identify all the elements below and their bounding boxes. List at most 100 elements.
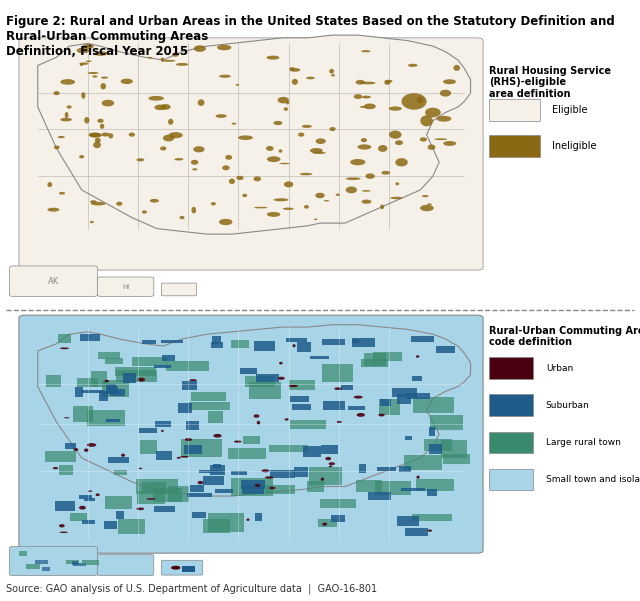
Bar (105, 358, 123, 364)
Ellipse shape (174, 158, 184, 160)
FancyBboxPatch shape (97, 277, 154, 296)
Ellipse shape (60, 79, 75, 85)
Bar (286, 338, 307, 341)
Ellipse shape (283, 207, 294, 210)
Ellipse shape (60, 347, 69, 349)
Bar (35, 560, 47, 564)
Ellipse shape (161, 58, 164, 62)
Bar (137, 492, 165, 504)
Bar (392, 388, 417, 397)
Ellipse shape (360, 82, 376, 84)
Ellipse shape (325, 457, 331, 460)
Ellipse shape (416, 355, 419, 358)
Bar (161, 340, 183, 343)
Ellipse shape (136, 507, 144, 510)
Bar (81, 389, 105, 392)
Bar (290, 420, 326, 429)
Bar (436, 346, 455, 353)
Bar (405, 528, 428, 536)
Ellipse shape (286, 100, 289, 105)
Bar (321, 445, 337, 454)
Ellipse shape (396, 158, 408, 166)
Ellipse shape (389, 130, 401, 139)
Bar (429, 427, 435, 436)
Ellipse shape (211, 202, 216, 206)
Bar (265, 486, 294, 494)
Ellipse shape (300, 173, 312, 175)
Bar (303, 447, 321, 457)
Ellipse shape (254, 207, 268, 209)
Ellipse shape (444, 141, 456, 146)
FancyBboxPatch shape (19, 315, 483, 553)
Ellipse shape (139, 468, 142, 469)
Ellipse shape (168, 119, 173, 125)
Bar (208, 410, 223, 423)
Bar (231, 478, 273, 496)
Bar (399, 466, 412, 472)
Bar (490, 358, 533, 379)
Bar (114, 469, 127, 475)
Bar (378, 467, 396, 471)
Bar (192, 511, 206, 517)
Ellipse shape (100, 83, 106, 90)
Bar (249, 382, 281, 399)
Ellipse shape (306, 77, 315, 79)
Ellipse shape (358, 144, 371, 150)
Text: Source: GAO analysis of U.S. Department of Agriculture data  |  GAO-16-801: Source: GAO analysis of U.S. Department … (6, 584, 378, 594)
Bar (356, 480, 382, 492)
Bar (348, 406, 365, 409)
Bar (341, 385, 353, 390)
Bar (73, 563, 86, 566)
Ellipse shape (194, 45, 206, 52)
Bar (156, 451, 172, 460)
Ellipse shape (91, 202, 106, 206)
Bar (307, 481, 324, 492)
Ellipse shape (97, 119, 104, 123)
Bar (211, 341, 223, 348)
Ellipse shape (100, 124, 104, 129)
Bar (373, 352, 402, 361)
Bar (80, 334, 100, 341)
Ellipse shape (425, 108, 441, 117)
Ellipse shape (213, 434, 221, 438)
Bar (424, 439, 452, 451)
Bar (153, 487, 182, 502)
Bar (105, 496, 132, 508)
Text: Ineligible: Ineligible (552, 141, 596, 151)
Ellipse shape (322, 523, 327, 526)
Bar (189, 401, 230, 410)
Ellipse shape (88, 490, 93, 492)
Ellipse shape (54, 145, 60, 149)
Bar (109, 389, 125, 396)
Bar (92, 371, 107, 386)
Ellipse shape (292, 79, 298, 85)
Ellipse shape (92, 75, 97, 78)
Ellipse shape (316, 193, 324, 198)
Bar (55, 501, 75, 511)
Ellipse shape (420, 137, 427, 142)
Polygon shape (38, 325, 470, 496)
Bar (83, 520, 95, 524)
Ellipse shape (60, 118, 72, 121)
Ellipse shape (94, 51, 108, 56)
Bar (102, 380, 129, 397)
Ellipse shape (435, 138, 447, 140)
Bar (77, 378, 99, 387)
Bar (187, 492, 212, 497)
Ellipse shape (150, 199, 159, 203)
Ellipse shape (417, 97, 424, 103)
Ellipse shape (236, 175, 244, 180)
Bar (65, 560, 79, 564)
Bar (322, 364, 353, 382)
Ellipse shape (289, 68, 300, 72)
Ellipse shape (253, 176, 261, 182)
Ellipse shape (84, 117, 90, 123)
Ellipse shape (428, 529, 432, 532)
Bar (215, 489, 233, 493)
Bar (115, 367, 156, 376)
Bar (99, 391, 108, 401)
Ellipse shape (225, 155, 232, 160)
Bar (397, 394, 412, 404)
Ellipse shape (436, 116, 451, 121)
Ellipse shape (64, 417, 70, 418)
